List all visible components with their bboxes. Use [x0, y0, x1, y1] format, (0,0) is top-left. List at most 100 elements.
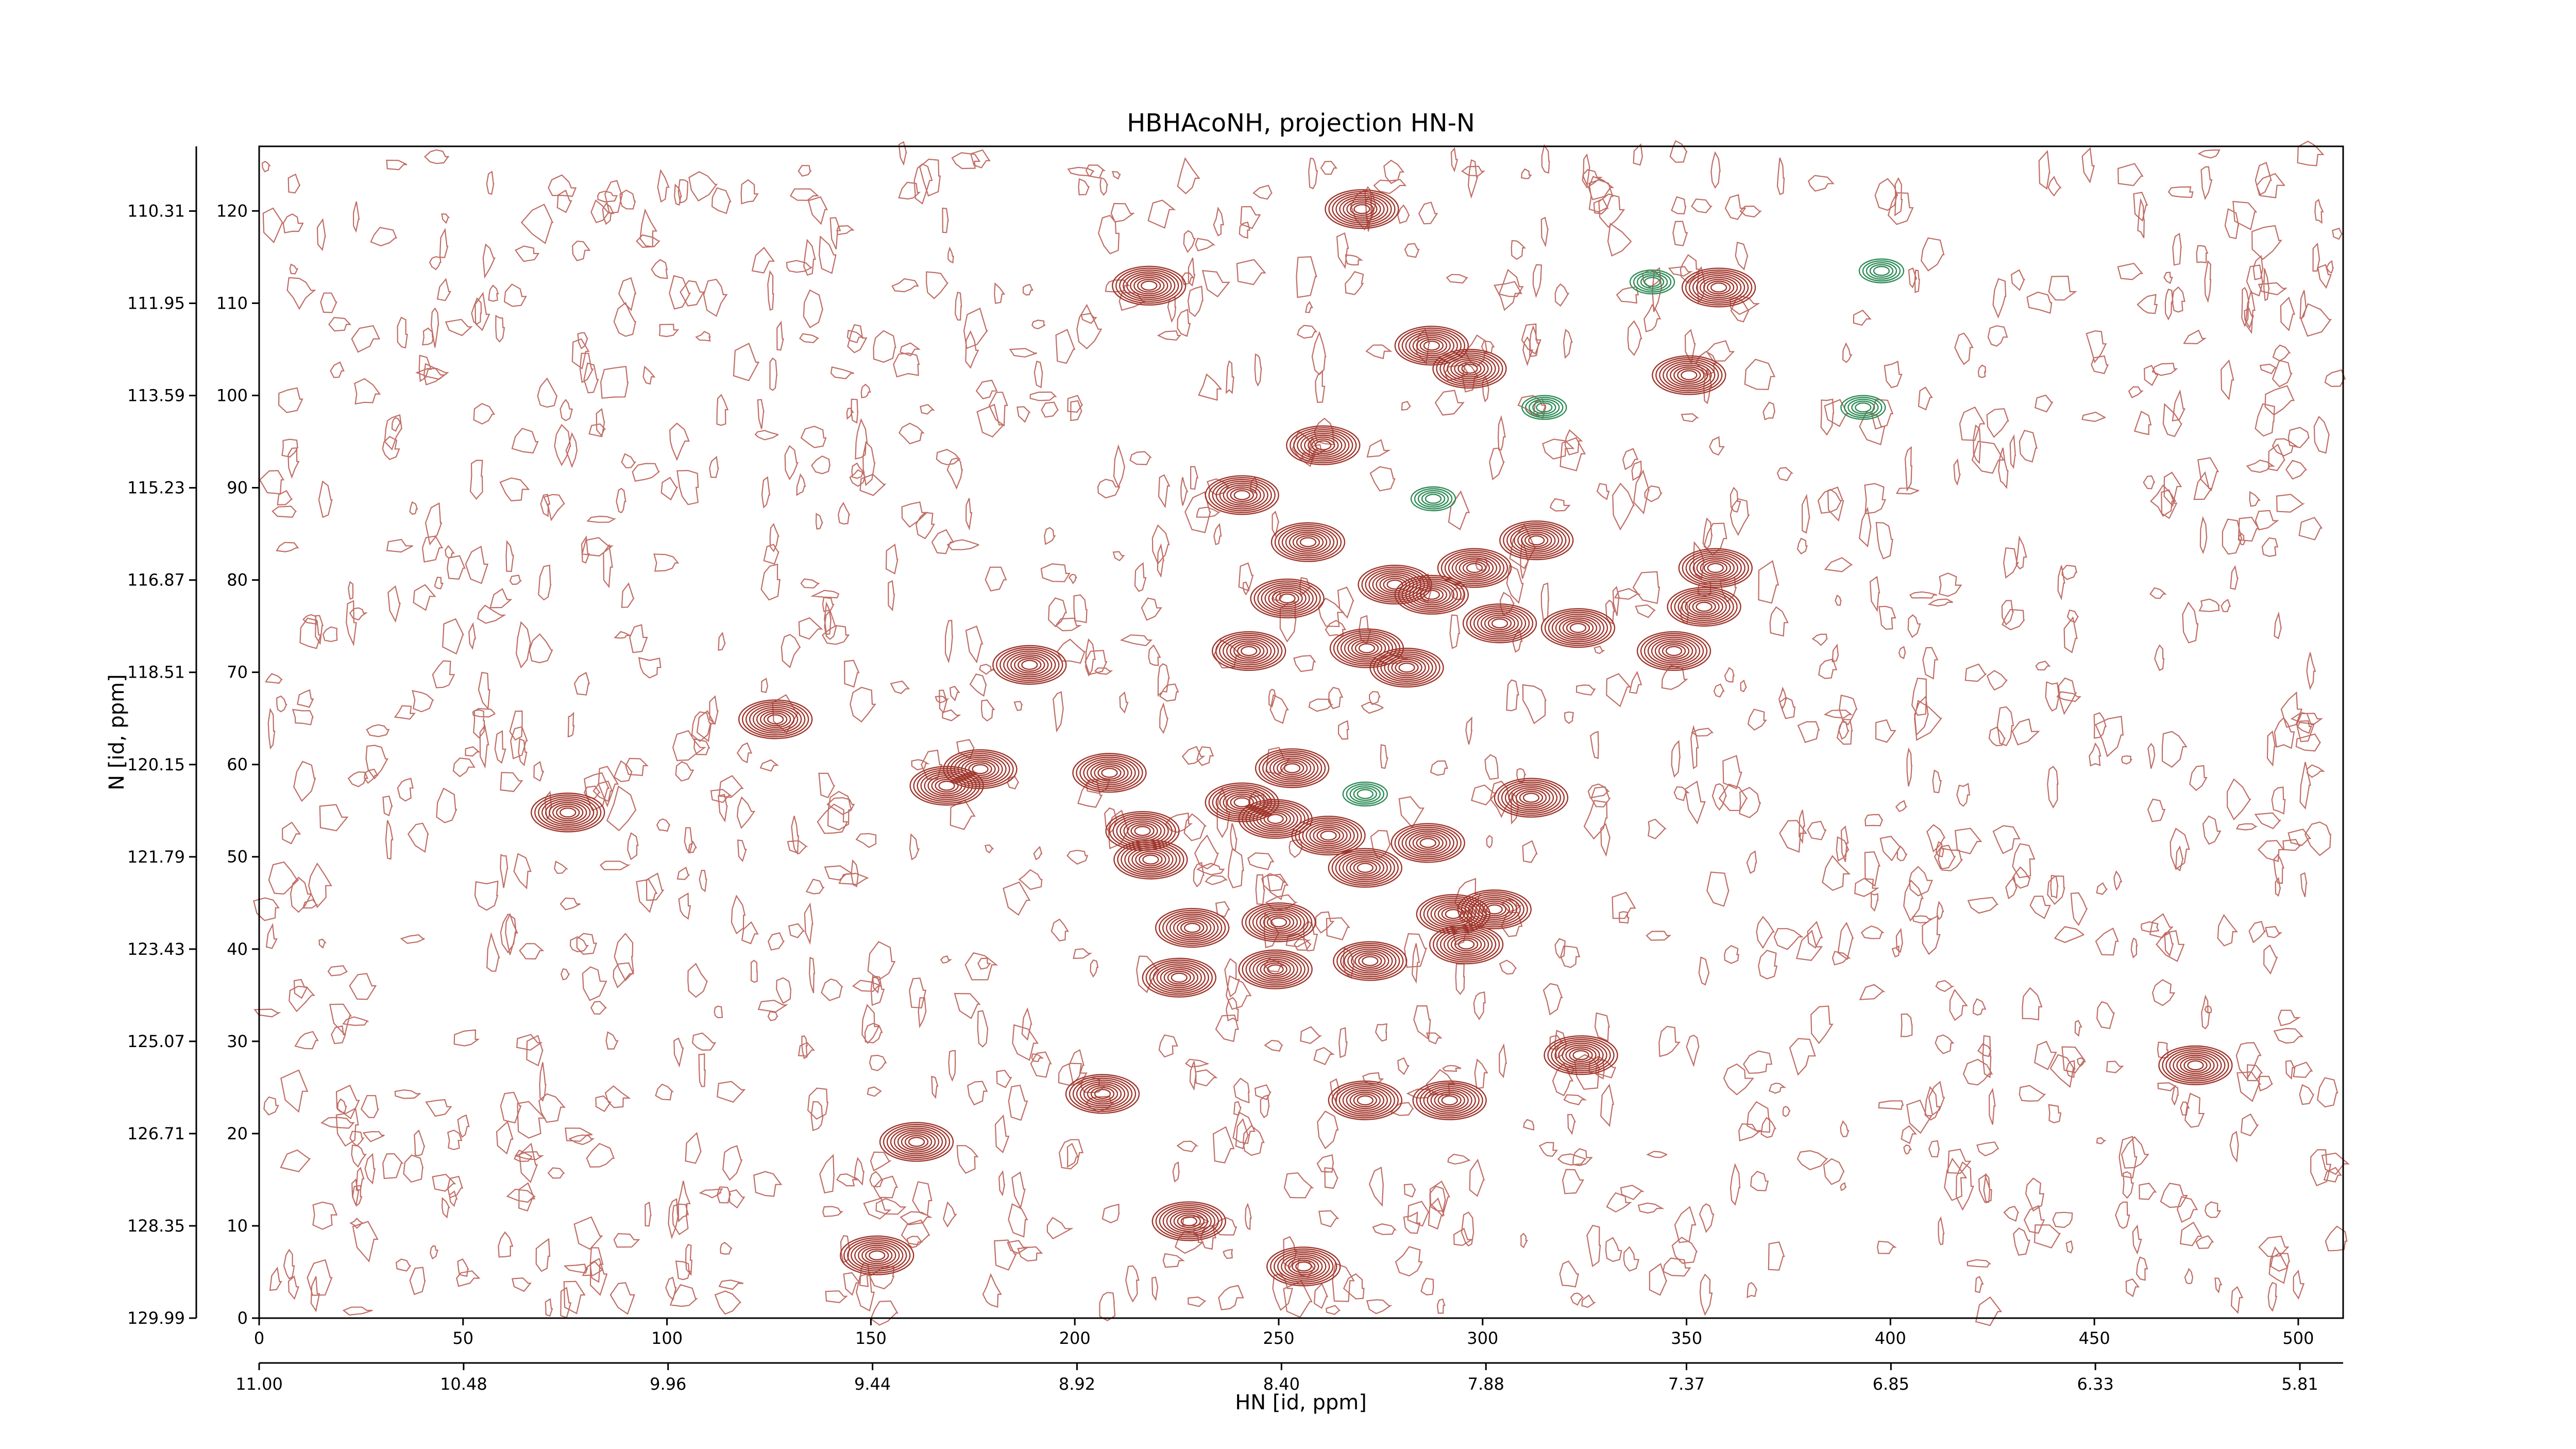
- peak: [1681, 267, 1756, 308]
- peak: [1072, 753, 1147, 793]
- peak-contour: [1521, 531, 1552, 549]
- peak-contour: [1572, 1050, 1589, 1060]
- peak-contour: [549, 802, 587, 823]
- peak-contour: [1205, 475, 1279, 515]
- peak: [1151, 1201, 1227, 1241]
- peak-contour: [1309, 824, 1348, 847]
- peak-contour: [1536, 402, 1553, 413]
- y-tick-label: 110: [216, 293, 248, 313]
- peak-contour: [1554, 1040, 1607, 1070]
- y-tick-label: 40: [227, 939, 248, 959]
- peak-contour: [1444, 551, 1505, 584]
- peak-contour: [1266, 1246, 1341, 1287]
- peak-contour: [847, 1239, 907, 1272]
- peak-contour: [1443, 354, 1496, 383]
- peak-contour: [1238, 949, 1313, 989]
- peak-contour: [1336, 632, 1397, 665]
- peak-contour: [1347, 637, 1386, 659]
- peak-contour: [1280, 761, 1304, 776]
- peak-contour: [1173, 1212, 1205, 1230]
- peak-contour: [1398, 827, 1458, 860]
- peak: [840, 1235, 914, 1275]
- peak-contour: [1651, 638, 1697, 664]
- x-tick-label: 300: [1467, 1328, 1498, 1348]
- peak-contour: [1270, 522, 1346, 562]
- peak-contour: [1519, 790, 1544, 805]
- peak-contour: [1432, 348, 1507, 389]
- peak-contour: [1293, 429, 1353, 462]
- peak-contour: [1145, 959, 1213, 996]
- peak-contour: [1335, 194, 1388, 224]
- peak-contour: [1353, 861, 1377, 875]
- peak-contour: [1487, 616, 1512, 631]
- peak-contour: [1273, 757, 1312, 779]
- peak: [1325, 189, 1399, 229]
- peak-contour: [1365, 568, 1425, 601]
- peak-contour: [1291, 815, 1366, 856]
- peak-contour: [904, 1135, 929, 1149]
- peak-contour: [1315, 440, 1332, 450]
- peak-contour: [1176, 919, 1208, 937]
- x-tick-label: 0: [254, 1328, 264, 1348]
- x2-tick-label: 8.92: [1059, 1374, 1095, 1394]
- peak-contour: [1065, 1074, 1140, 1114]
- peak-contour: [763, 712, 788, 727]
- y-axis-label: N [id, ppm]: [105, 674, 129, 790]
- peak-contour: [1123, 271, 1176, 300]
- peak-contour: [992, 645, 1067, 685]
- peak-contour: [1640, 275, 1665, 289]
- peak-contour: [1643, 635, 1704, 667]
- peak-contour: [851, 1241, 904, 1270]
- peak-contour: [1529, 398, 1560, 416]
- peak-contour: [886, 1125, 947, 1158]
- peak-contour: [545, 800, 591, 825]
- peak-contour: [1335, 851, 1395, 884]
- peak-contour: [1357, 1095, 1374, 1106]
- peak-contour: [1295, 817, 1362, 854]
- peak-contour: [1462, 603, 1537, 644]
- peak-contour: [946, 751, 1014, 787]
- peak-contour: [1259, 912, 1298, 933]
- peak-contour: [534, 794, 602, 831]
- axes-layer: 0 50 100 150 200 250 300 350 400 450 500 0 10 20 30 40 5…: [127, 145, 2344, 1394]
- peak-contour: [2158, 1045, 2233, 1085]
- peak-contour: [1162, 912, 1223, 944]
- peak-contour: [858, 1244, 896, 1266]
- x-tick-label: 50: [452, 1328, 473, 1348]
- peak: [1636, 631, 1711, 671]
- peak: [1858, 258, 1905, 283]
- peak-contour: [1437, 905, 1469, 923]
- peak: [1629, 269, 1675, 295]
- peak-contour: [1566, 621, 1590, 635]
- peak-contour: [1260, 810, 1291, 828]
- peak-contour: [1159, 1205, 1219, 1238]
- peak-contour: [1517, 529, 1556, 551]
- peak-contour: [1401, 829, 1454, 857]
- peak-contour: [1344, 947, 1397, 975]
- peak-contour: [1094, 1089, 1111, 1099]
- peak: [1328, 1080, 1402, 1121]
- peak-contour: [1275, 591, 1299, 605]
- peak-contour: [1267, 814, 1284, 824]
- peak-contour: [1263, 812, 1287, 826]
- peak-contour: [843, 1237, 911, 1274]
- peak: [1342, 781, 1388, 807]
- peak-contour: [1236, 644, 1261, 658]
- peak-contour: [1866, 262, 1897, 280]
- peak-contour: [1692, 273, 1745, 302]
- peak-contour: [1494, 778, 1569, 818]
- peak: [1142, 957, 1217, 998]
- peak-contour: [1245, 802, 1306, 835]
- y2-tick-label: 126.71: [127, 1124, 185, 1143]
- peak-contour: [1454, 360, 1485, 378]
- peak-contour: [1423, 589, 1440, 600]
- plot-frame: [258, 145, 2344, 1319]
- peak-contour: [1562, 1044, 1600, 1066]
- peak-contour: [738, 699, 813, 739]
- peak-contour: [1151, 1201, 1227, 1241]
- peak-contour: [1503, 522, 1570, 559]
- peak-contour: [1429, 924, 1504, 965]
- peak-contour: [1079, 756, 1140, 789]
- peak-contour: [1302, 821, 1355, 850]
- y2-tick-label: 118.51: [127, 663, 185, 682]
